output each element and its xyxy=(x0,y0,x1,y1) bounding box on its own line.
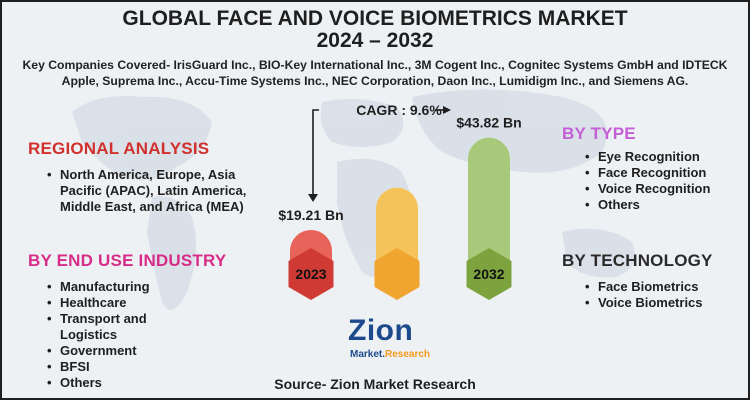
list-item: Eye Recognition xyxy=(582,149,742,165)
list-item: Voice Biometrics xyxy=(582,295,742,311)
zion-logo: Zion Market.Research xyxy=(340,314,430,364)
source-note: Source- Zion Market Research xyxy=(274,376,476,392)
regional-analysis-heading: REGIONAL ANALYSIS xyxy=(28,139,210,158)
list-item: Government xyxy=(44,343,184,359)
list-item: Manufacturing xyxy=(44,279,184,295)
list-item: Voice Recognition xyxy=(582,181,742,197)
logo-subtitle: Market.Research xyxy=(350,349,430,360)
list-item: Face Recognition xyxy=(582,165,742,181)
by-type-heading: BY TYPE xyxy=(562,124,636,143)
end-use-heading: BY END USE INDUSTRY xyxy=(28,251,227,270)
by-technology-heading: BY TECHNOLOGY xyxy=(562,251,713,270)
data-label: $19.21 Bn xyxy=(278,207,343,223)
bar-hexagon-base xyxy=(288,248,334,300)
market-size-chart: 2023 $19.21 Bn 2032 $43.82 Bn CAGR : 9.6% xyxy=(278,102,522,300)
logo-wordmark: Zion xyxy=(348,314,414,347)
list-item: Transport and Logistics xyxy=(44,311,184,343)
list-item: North America, Europe, Asia Pacific (APA… xyxy=(44,167,259,215)
year-label: 2023 xyxy=(295,266,326,282)
data-label: $43.82 Bn xyxy=(456,115,521,131)
logo-sub-left: Market. xyxy=(350,349,386,360)
bar-hexagon-base xyxy=(374,248,420,300)
cagr-label: CAGR : 9.6% xyxy=(356,102,442,118)
regional-list: North America, Europe, Asia Pacific (APA… xyxy=(44,167,259,215)
companies-line-2: Apple, Suprema Inc., Accu-Time Systems I… xyxy=(61,74,689,88)
by-technology-list: Face Biometrics Voice Biometrics xyxy=(582,279,742,311)
list-item: Others xyxy=(44,375,184,391)
bar-hexagon-base xyxy=(466,248,512,300)
list-item: Others xyxy=(582,197,742,213)
cagr-arrow-left xyxy=(312,109,319,198)
title-years: 2024 – 2032 xyxy=(316,29,434,52)
companies-line-1: Key Companies Covered- IrisGuard Inc., B… xyxy=(22,58,728,72)
arrow-head-icon xyxy=(308,193,318,202)
main-title: GLOBAL FACE AND VOICE BIOMETRICS MARKET xyxy=(122,7,628,30)
by-type-list: Eye Recognition Face Recognition Voice R… xyxy=(582,149,742,213)
bar xyxy=(468,137,510,272)
arrow-head-icon xyxy=(443,106,451,114)
list-item: Face Biometrics xyxy=(582,279,742,295)
logo-sub-right: Research xyxy=(385,349,431,360)
bar xyxy=(376,187,418,272)
year-label: 2032 xyxy=(473,266,504,282)
end-use-list: Manufacturing Healthcare Transport and L… xyxy=(44,279,184,391)
list-item: Healthcare xyxy=(44,295,184,311)
list-item: BFSI xyxy=(44,359,184,375)
